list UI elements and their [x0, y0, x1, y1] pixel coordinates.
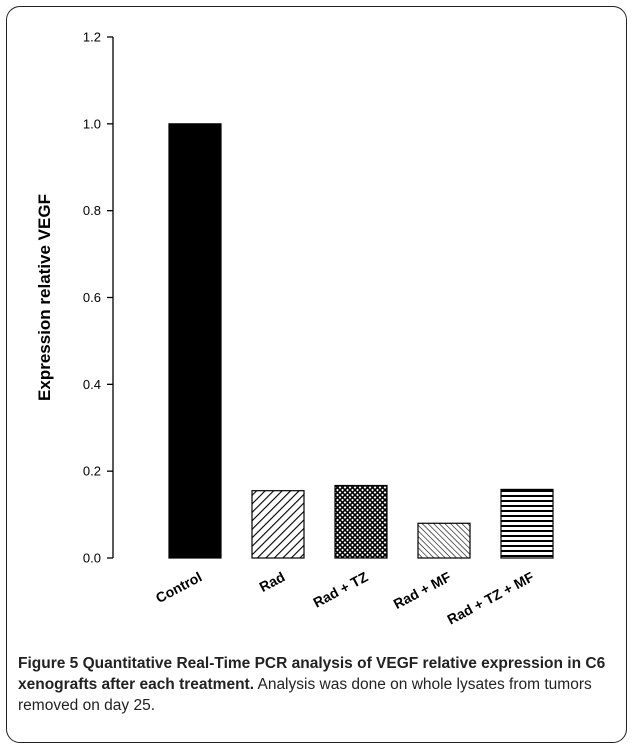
bar-rad-tz — [334, 484, 388, 559]
y-tick-label: 0.0 — [83, 551, 101, 566]
bar-chart: 0.0 0.2 0.4 0.6 0.8 1.0 1.2 Expression relative… — [35, 30, 554, 628]
x-category-label: Control — [153, 569, 204, 606]
caption-text: Analysis was done on whole lysates from … — [18, 676, 592, 714]
figure-frame — [6, 6, 627, 743]
x-category-label: Rad + TZ — [310, 568, 370, 610]
y-tick-label: 0.2 — [83, 464, 101, 479]
x-category-label: Rad — [257, 569, 288, 596]
bar-rad-tz-mf — [500, 488, 554, 559]
y-tick-label: 0.6 — [83, 290, 101, 305]
y-tick-label: 1.2 — [83, 30, 101, 45]
bar-rad-mf — [417, 522, 471, 559]
bar-control — [168, 123, 222, 559]
caption-label: Figure 5 Quantitative Real-Time PCR anal… — [18, 655, 606, 693]
figure-caption: Figure 5 Quantitative Real-Time PCR anal… — [18, 653, 616, 716]
y-axis-title: Expression relative VEGF — [35, 194, 54, 401]
bar-rad — [251, 490, 305, 559]
x-category-label: Rad + TZ + MF — [444, 568, 536, 627]
x-category-label: Rad + MF — [391, 568, 454, 612]
y-tick-label: 0.8 — [83, 203, 101, 218]
y-tick-label: 1.0 — [83, 116, 101, 131]
y-tick-label: 0.4 — [83, 377, 101, 392]
